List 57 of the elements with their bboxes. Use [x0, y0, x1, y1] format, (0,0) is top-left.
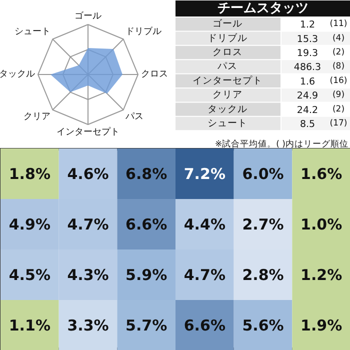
data-label: 486.3: [294, 62, 322, 74]
data-label: 8.5: [300, 119, 316, 130]
data-label: 1.2: [300, 20, 316, 31]
spoke-label: クリア: [24, 112, 51, 122]
data-label: 19.3: [296, 48, 318, 59]
data-label: 1.2%: [300, 266, 342, 284]
data-label: 1.6: [300, 76, 316, 88]
data-label: 5.9%: [126, 266, 168, 284]
category-label: (9): [332, 90, 345, 100]
data-label: 6.6%: [184, 316, 226, 334]
category-label: ゴール: [212, 18, 242, 30]
data-label: 2.7%: [242, 215, 284, 234]
category-label: (2): [332, 104, 345, 114]
text: チームスタッツ: [218, 1, 308, 16]
data-label: 6.0%: [242, 164, 284, 183]
spoke-label: インターセプト: [56, 126, 120, 138]
category-label: (11): [330, 19, 348, 30]
data-label: 5.6%: [242, 316, 284, 334]
data-label: 4.4%: [184, 215, 226, 234]
category-label: インターセプト: [192, 74, 262, 86]
category-label: (17): [330, 118, 348, 128]
category-label: クリア: [212, 90, 242, 101]
category-label: タックル: [208, 104, 248, 115]
spoke-label: ゴール: [74, 10, 102, 22]
category-label: (2): [332, 48, 345, 58]
data-label: 4.7%: [67, 215, 109, 234]
category-label: ドリブル: [208, 32, 248, 44]
data-label: 1.1%: [8, 316, 50, 334]
data-label: 4.7%: [184, 266, 226, 284]
data-label: 7.2%: [184, 164, 226, 183]
annotation: ※試合平均値。( )内はリーグ順位: [215, 138, 349, 150]
data-label: 1.0%: [300, 215, 342, 234]
data-label: 6.8%: [126, 164, 168, 183]
data-label: 1.6%: [300, 164, 342, 183]
spoke-label: パス: [124, 112, 144, 122]
data-label: 3.3%: [67, 316, 109, 334]
category-label: (4): [332, 33, 345, 44]
data-label: 24.2: [296, 104, 318, 116]
spoke-label: ドリブル: [125, 26, 162, 38]
data-label: 5.7%: [126, 316, 168, 334]
data-label: 4.3%: [67, 266, 109, 284]
data-label: 4.9%: [8, 215, 50, 234]
category-label: クロス: [212, 47, 242, 58]
data-label: 1.8%: [8, 164, 50, 183]
data-label: 4.6%: [67, 164, 109, 183]
data-label: 2.8%: [242, 266, 284, 284]
data-label: 4.5%: [8, 266, 50, 284]
category-label: シュート: [208, 118, 248, 129]
data-label: 15.3: [296, 34, 318, 45]
spoke-label: シュート: [14, 27, 51, 38]
data-label: 6.6%: [126, 215, 168, 234]
data-label: 1.9%: [300, 316, 342, 334]
category-label: (16): [330, 76, 348, 86]
category-label: (8): [332, 62, 345, 72]
spoke-label: クロス: [141, 70, 168, 80]
category-label: パス: [216, 61, 238, 72]
data-label: 24.9: [296, 90, 318, 102]
